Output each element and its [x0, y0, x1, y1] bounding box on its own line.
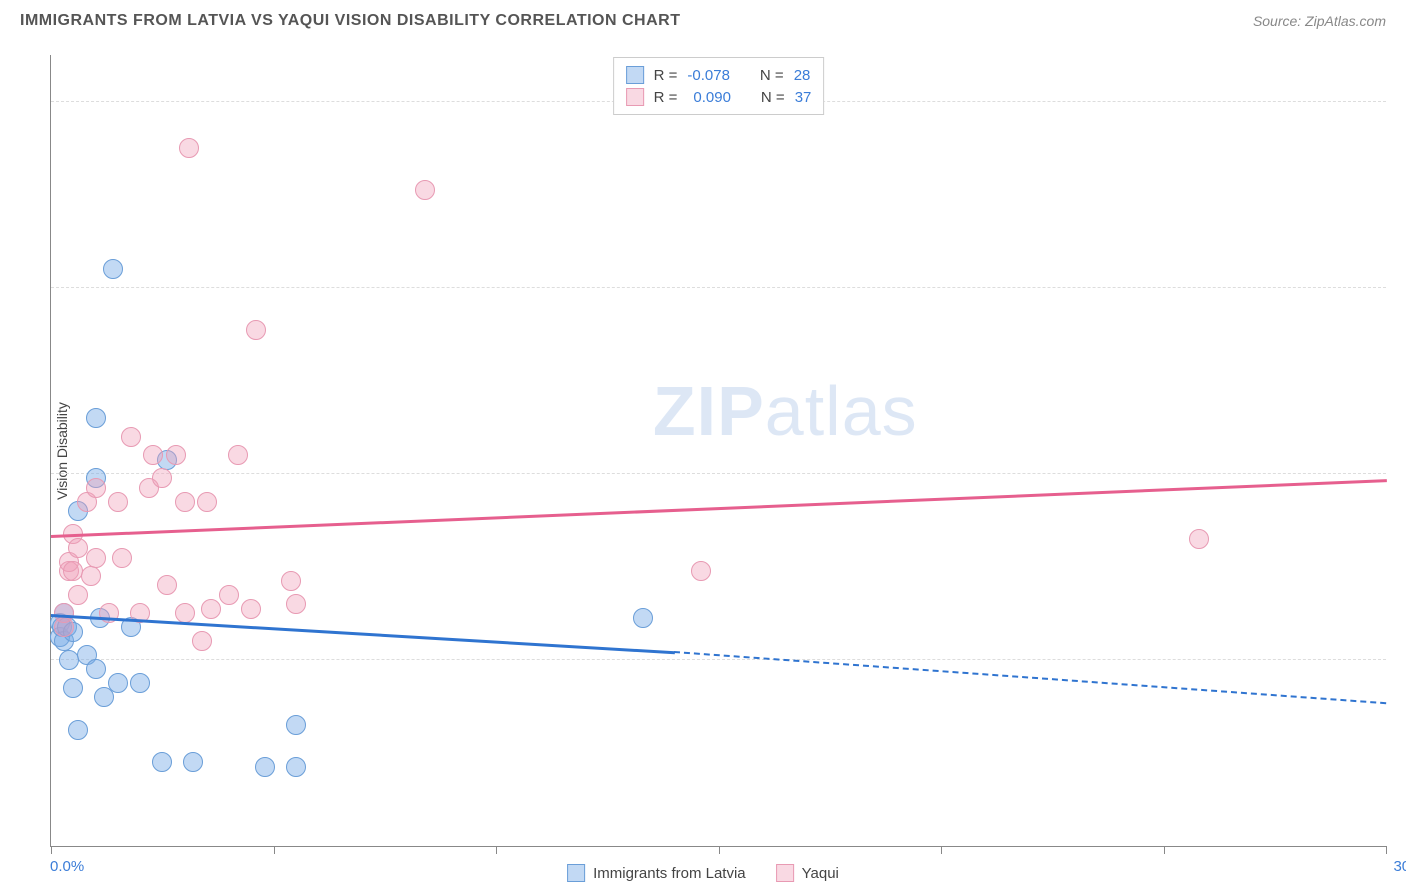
y-axis-label: Vision Disability — [54, 402, 70, 500]
data-point — [121, 427, 141, 447]
data-point — [192, 631, 212, 651]
n-value-2: 37 — [795, 89, 812, 106]
n-label-1: N = — [760, 67, 784, 84]
data-point — [633, 608, 653, 628]
legend-row-series-2: R = 0.090 N = 37 — [626, 86, 812, 108]
x-tick — [941, 846, 942, 854]
data-point — [691, 561, 711, 581]
data-point — [112, 548, 132, 568]
x-tick — [1386, 846, 1387, 854]
data-point — [108, 492, 128, 512]
r-value-2: 0.090 — [687, 89, 731, 106]
data-point — [201, 599, 221, 619]
data-point — [183, 752, 203, 772]
chart-header: IMMIGRANTS FROM LATVIA VS YAQUI VISION D… — [0, 0, 1406, 38]
legend-label-2: Yaqui — [802, 865, 839, 882]
data-point — [241, 599, 261, 619]
legend-item-2: Yaqui — [776, 864, 839, 882]
data-point — [255, 757, 275, 777]
data-point — [86, 548, 106, 568]
plot-area: Vision Disability ZIPatlas R = -0.078 N … — [50, 55, 1386, 847]
data-point — [86, 659, 106, 679]
data-point — [68, 720, 88, 740]
data-point — [86, 478, 106, 498]
data-point — [152, 468, 172, 488]
r-label-1: R = — [654, 67, 678, 84]
data-point — [81, 566, 101, 586]
r-label-2: R = — [654, 89, 678, 106]
x-tick — [274, 846, 275, 854]
correlation-legend: R = -0.078 N = 28 R = 0.090 N = 37 — [613, 57, 825, 115]
legend-swatch-2 — [776, 864, 794, 882]
data-point — [130, 673, 150, 693]
legend-row-series-1: R = -0.078 N = 28 — [626, 64, 812, 86]
trend-line — [51, 479, 1387, 537]
data-point — [246, 320, 266, 340]
x-tick — [1164, 846, 1165, 854]
data-point — [197, 492, 217, 512]
chart-title: IMMIGRANTS FROM LATVIA VS YAQUI VISION D… — [20, 12, 680, 30]
data-point — [286, 594, 306, 614]
r-value-1: -0.078 — [687, 67, 730, 84]
series-legend: Immigrants from Latvia Yaqui — [567, 864, 839, 882]
data-point — [157, 575, 177, 595]
data-point — [179, 138, 199, 158]
data-point — [1189, 529, 1209, 549]
data-point — [219, 585, 239, 605]
data-point — [108, 673, 128, 693]
gridline — [51, 473, 1386, 474]
data-point — [175, 492, 195, 512]
data-point — [166, 445, 186, 465]
trend-line — [51, 614, 675, 654]
gridline — [51, 287, 1386, 288]
data-point — [68, 585, 88, 605]
x-tick — [496, 846, 497, 854]
data-point — [54, 603, 74, 623]
data-point — [143, 445, 163, 465]
x-axis-min-label: 0.0% — [50, 858, 84, 875]
legend-item-1: Immigrants from Latvia — [567, 864, 746, 882]
data-point — [286, 715, 306, 735]
x-tick — [51, 846, 52, 854]
data-point — [175, 603, 195, 623]
data-point — [103, 259, 123, 279]
watermark-bold: ZIP — [653, 372, 765, 450]
x-axis-max-label: 30.0% — [1393, 858, 1406, 875]
legend-label-1: Immigrants from Latvia — [593, 865, 746, 882]
n-label-2: N = — [761, 89, 785, 106]
swatch-series-1 — [626, 66, 644, 84]
legend-swatch-1 — [567, 864, 585, 882]
data-point — [286, 757, 306, 777]
data-point — [86, 408, 106, 428]
watermark-light: atlas — [765, 372, 918, 450]
data-point — [281, 571, 301, 591]
data-point — [228, 445, 248, 465]
data-point — [63, 678, 83, 698]
gridline — [51, 659, 1386, 660]
watermark: ZIPatlas — [653, 371, 918, 451]
swatch-series-2 — [626, 88, 644, 106]
data-point — [415, 180, 435, 200]
n-value-1: 28 — [794, 67, 811, 84]
data-point — [152, 752, 172, 772]
source-label: Source: ZipAtlas.com — [1253, 13, 1386, 29]
x-tick — [719, 846, 720, 854]
data-point — [63, 561, 83, 581]
chart-container: Vision Disability ZIPatlas R = -0.078 N … — [50, 55, 1386, 847]
